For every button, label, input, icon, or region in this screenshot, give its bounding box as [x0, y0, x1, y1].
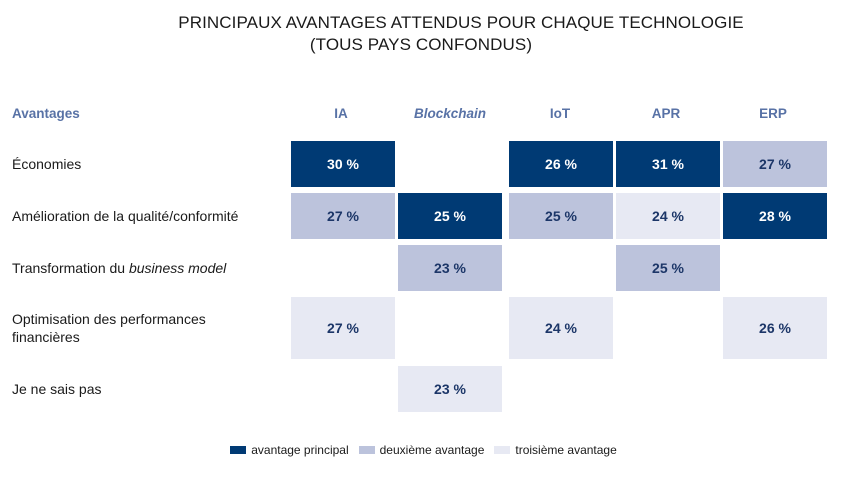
cell-apr-row2: 24 %	[616, 193, 720, 239]
column-header-blockchain: Blockchain	[413, 106, 487, 121]
column-header-ia: IA	[334, 106, 348, 121]
row-label-text-line1: Optimisation des performances	[12, 311, 206, 327]
header-avantages: Avantages	[12, 106, 80, 121]
row-label-qualite: Amélioration de la qualité/conformité	[12, 193, 282, 239]
row-label-text: Je ne sais pas	[12, 381, 102, 397]
title-line-1: PRINCIPAUX AVANTAGES ATTENDUS POUR CHAQU…	[178, 13, 744, 32]
legend-swatch	[358, 446, 375, 454]
row-label-performances: Optimisation des performances financière…	[12, 297, 282, 359]
row-label-business-model: Transformation du business model	[12, 245, 282, 291]
column-header-apr: APR	[651, 106, 681, 121]
row-label-text-prefix: Transformation du	[12, 260, 129, 276]
row-label-economies: Économies	[12, 141, 282, 187]
legend-swatch	[494, 446, 511, 454]
cell-ia-row2: 27 %	[291, 193, 395, 239]
legend-item-deuxieme: deuxième avantage	[358, 443, 485, 457]
cell-erp-row1: 27 %	[723, 141, 827, 187]
cell-apr-row1: 31 %	[616, 141, 720, 187]
row-label-text: Amélioration de la qualité/conformité	[12, 208, 239, 224]
legend: avantage principal deuxième avantage tro…	[0, 443, 847, 457]
legend-swatch	[230, 446, 247, 454]
cell-ia-row4: 27 %	[291, 297, 395, 359]
row-label-text-italic: business model	[128, 260, 227, 276]
row-label-text-line2: financières	[12, 329, 80, 345]
legend-label: avantage principal	[251, 443, 349, 457]
cell-blockchain-row5: 23 %	[398, 366, 502, 412]
legend-label: deuxième avantage	[379, 443, 485, 457]
column-header-iot: IoT	[549, 106, 571, 121]
cell-ia-row1: 30 %	[291, 141, 395, 187]
cell-blockchain-row3: 23 %	[398, 245, 502, 291]
title-line-2: (TOUS PAYS CONFONDUS)	[309, 35, 533, 54]
cell-iot-row4: 24 %	[509, 297, 613, 359]
cell-iot-row2: 25 %	[509, 193, 613, 239]
chart-title: PRINCIPAUX AVANTAGES ATTENDUS POUR CHAQU…	[0, 12, 847, 56]
cell-blockchain-row2: 25 %	[398, 193, 502, 239]
column-header-erp: ERP	[759, 106, 787, 121]
row-label-text: Économies	[12, 156, 82, 172]
row-label-ne-sais-pas: Je ne sais pas	[12, 366, 282, 412]
cell-iot-row1: 26 %	[509, 141, 613, 187]
legend-item-troisieme: troisième avantage	[494, 443, 617, 457]
legend-item-principal: avantage principal	[230, 443, 349, 457]
cell-apr-row3: 25 %	[616, 245, 720, 291]
cell-erp-row2: 28 %	[723, 193, 827, 239]
legend-label: troisième avantage	[515, 443, 617, 457]
cell-erp-row4: 26 %	[723, 297, 827, 359]
